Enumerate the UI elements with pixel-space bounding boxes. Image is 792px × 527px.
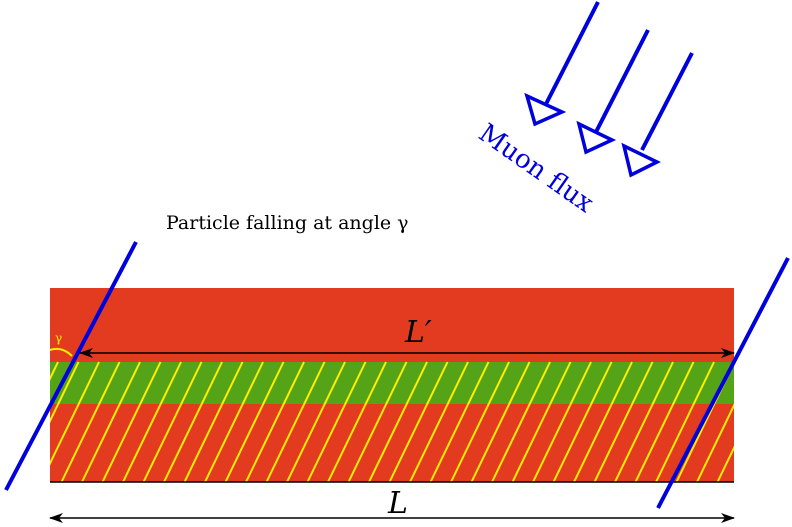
hatch-line	[716, 445, 734, 482]
flux-arrow-shaft-2	[594, 29, 650, 133]
top-red-layer	[50, 288, 734, 362]
hatch-line	[573, 361, 633, 482]
hatch-line	[532, 361, 592, 482]
length-label: L	[387, 486, 408, 521]
hatch-line	[81, 361, 141, 482]
hatch-line	[696, 403, 734, 482]
hatch-line	[409, 361, 469, 482]
hatch-line	[50, 361, 59, 381]
hatch-line	[163, 361, 223, 482]
flux-arrow-shaft-3	[640, 52, 694, 151]
hatch-line	[306, 361, 367, 482]
green-layer	[50, 362, 734, 404]
left-particle-track	[4, 241, 138, 491]
flux-arrow-shaft-1	[544, 1, 600, 105]
hatch-line	[245, 361, 305, 482]
hatch-line	[511, 361, 572, 482]
hatch-line	[655, 361, 715, 482]
hatch-line	[224, 361, 285, 482]
hatch-line	[593, 361, 654, 482]
flux-arrow-head-2	[576, 120, 617, 155]
hatch-line	[614, 361, 674, 482]
hatch-line	[368, 361, 428, 482]
hatch-line	[470, 361, 531, 482]
hatch-line	[347, 361, 408, 482]
hatch-line	[50, 361, 100, 466]
hatch-line	[142, 361, 203, 482]
muon-flux-arrows	[524, 1, 694, 178]
hatch-line	[101, 361, 162, 482]
hatch-line	[204, 361, 264, 482]
hatch-line	[60, 361, 121, 482]
hatch-line	[122, 361, 182, 482]
hatch-line	[265, 361, 326, 482]
hatch-line	[552, 361, 613, 482]
hatch-line	[388, 361, 449, 482]
hatch-line	[738, 362, 792, 482]
projected-length-label: L′	[404, 315, 432, 350]
angle-label: γ	[55, 331, 62, 345]
caption: Particle falling at angle γ	[166, 212, 409, 234]
bottom-red-layer	[50, 404, 734, 482]
hatch-line	[286, 361, 346, 482]
angle-arc	[49, 347, 73, 357]
flux-arrow-head-3	[621, 142, 661, 178]
right-particle-track	[656, 257, 790, 509]
hatch-line	[634, 361, 695, 482]
hatch-line	[327, 361, 387, 482]
hatch-line	[183, 361, 244, 482]
flux-arrow-head-1	[524, 92, 567, 127]
hatch-lines	[50, 361, 792, 482]
hatch-line	[450, 361, 510, 482]
hatch-line	[429, 361, 490, 482]
hatch-line	[491, 361, 551, 482]
hatch-line	[50, 361, 80, 424]
